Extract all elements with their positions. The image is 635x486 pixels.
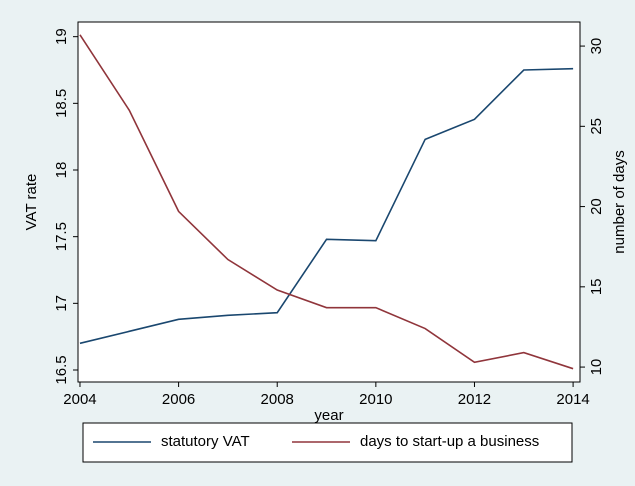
- legend-label: days to start-up a business: [360, 433, 539, 450]
- y2-tick-label: 20: [588, 198, 605, 215]
- y-tick-label: 18.5: [53, 89, 70, 118]
- x-tick-label: 2008: [261, 391, 294, 408]
- series-line: [79, 34, 574, 370]
- legend-label: statutory VAT: [161, 433, 250, 450]
- y-axis-title: VAT rate: [23, 174, 40, 231]
- y2-tick-label: 15: [588, 278, 605, 295]
- x-tick-label: 2006: [162, 391, 195, 408]
- y2-tick-label: 25: [588, 118, 605, 135]
- x-tick-label: 2010: [359, 391, 392, 408]
- x-tick-label: 2012: [458, 391, 491, 408]
- x-tick-label: 2004: [63, 391, 96, 408]
- x-tick-label: 2014: [556, 391, 589, 408]
- y2-tick-label: 10: [588, 359, 605, 376]
- y2-tick-label: 30: [588, 38, 605, 55]
- x-axis-title: year: [314, 407, 343, 424]
- y-tick-label: 18: [53, 162, 70, 179]
- y-tick-label: 17.5: [53, 222, 70, 251]
- y-tick-label: 19: [53, 28, 70, 45]
- plot-area: [77, 21, 581, 383]
- y2-axis-title: number of days: [611, 150, 628, 253]
- y-tick-label: 16.5: [53, 355, 70, 384]
- y-tick-label: 17: [53, 295, 70, 312]
- series-line: [79, 67, 574, 345]
